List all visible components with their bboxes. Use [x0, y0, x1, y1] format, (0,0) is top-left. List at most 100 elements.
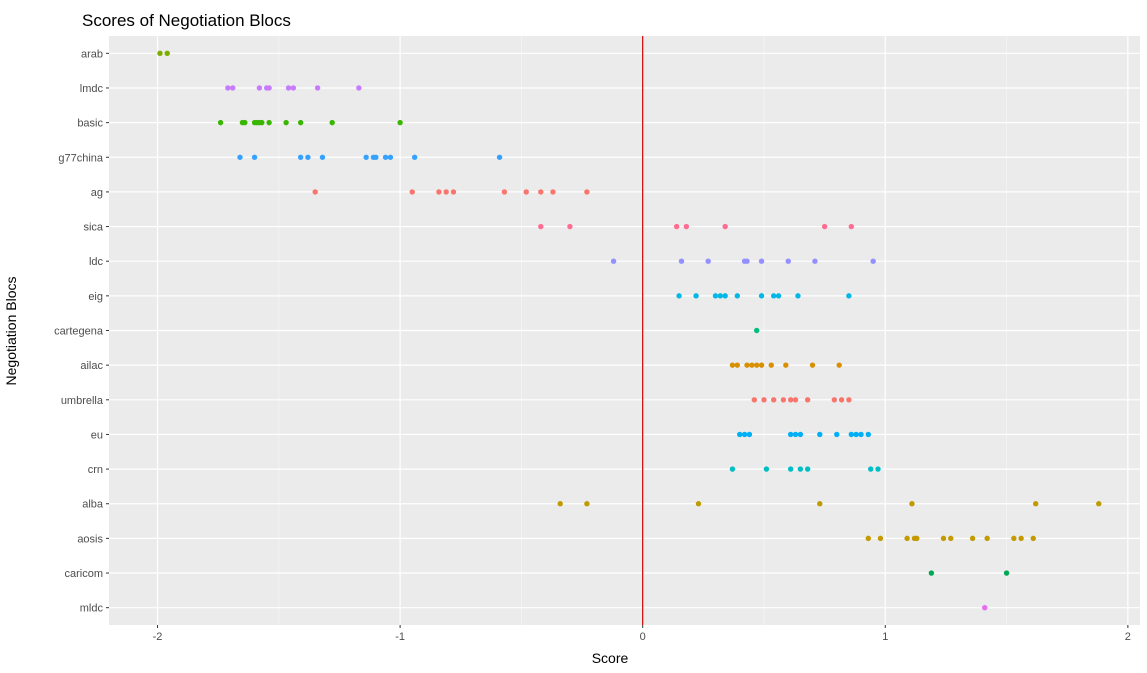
point-eu: [737, 431, 743, 438]
x-tick-label: 0: [640, 631, 646, 643]
point-lmdc: [356, 85, 362, 91]
point-ailac: [768, 362, 774, 368]
point-eig: [717, 293, 724, 299]
point-basic: [397, 119, 403, 126]
y-tick-label-sica: sica: [83, 222, 103, 234]
point-aosis: [969, 535, 976, 542]
point-ag: [450, 189, 457, 195]
y-tick-label-ag: ag: [91, 187, 103, 199]
point-eig: [775, 293, 782, 299]
y-tick-label-crn: crn: [88, 464, 103, 476]
point-g77china: [496, 154, 503, 160]
point-crn: [868, 466, 874, 472]
point-umbrella: [831, 397, 838, 403]
point-sica: [683, 223, 690, 230]
point-eig: [734, 293, 741, 299]
y-axis-title: Negotiation Blocs: [3, 277, 19, 386]
point-aosis: [914, 535, 920, 542]
point-lmdc: [225, 85, 231, 91]
y-tick-label-alba: alba: [82, 499, 104, 511]
point-aosis: [1011, 535, 1017, 542]
point-lmdc: [230, 85, 236, 91]
point-umbrella: [804, 397, 811, 403]
point-eig: [712, 293, 719, 299]
point-sica: [848, 223, 855, 230]
point-alba: [584, 501, 590, 507]
point-ag: [312, 189, 318, 195]
point-aosis: [948, 535, 954, 542]
point-crn: [804, 466, 811, 472]
point-basic: [283, 119, 289, 126]
point-eu: [858, 431, 864, 438]
point-lmdc: [290, 85, 297, 91]
point-ailac: [809, 362, 816, 368]
point-umbrella: [751, 397, 757, 403]
point-g77china: [363, 154, 369, 160]
point-sica: [538, 223, 544, 230]
point-ailac: [744, 362, 750, 368]
point-eig: [758, 293, 765, 299]
y-tick-label-eig: eig: [88, 291, 103, 303]
y-tick-label-eu: eu: [91, 429, 103, 441]
point-g77china: [251, 154, 258, 160]
point-lmdc: [266, 85, 272, 91]
point-g77china: [387, 154, 394, 160]
point-umbrella: [770, 397, 777, 403]
point-ldc: [785, 258, 791, 264]
point-umbrella: [787, 397, 794, 403]
point-crn: [729, 466, 736, 472]
point-ldc: [705, 258, 711, 264]
point-g77china: [297, 154, 304, 160]
point-basic: [266, 119, 272, 126]
point-aosis: [877, 535, 884, 542]
major-gridlines: [109, 36, 1140, 625]
point-eu: [787, 431, 794, 438]
point-g77china: [373, 154, 379, 160]
point-g77china: [382, 154, 389, 160]
point-ag: [501, 189, 508, 195]
point-ailac: [754, 362, 760, 368]
point-ailac: [749, 362, 755, 368]
point-ag: [409, 189, 415, 195]
point-ag: [523, 189, 529, 195]
point-ailac: [836, 362, 842, 368]
x-axis-title: Score: [592, 650, 629, 666]
point-alba: [817, 501, 823, 507]
point-arab: [157, 50, 163, 57]
point-alba: [1096, 501, 1102, 507]
point-eu: [741, 431, 748, 438]
point-aosis: [1030, 535, 1036, 542]
point-eu: [792, 431, 799, 438]
point-eu: [834, 431, 840, 438]
y-tick-label-cartegena: cartegena: [54, 326, 104, 338]
point-alba: [909, 501, 915, 507]
point-umbrella: [846, 397, 852, 403]
x-tick-label: 2: [1125, 631, 1131, 643]
point-eig: [846, 293, 852, 299]
point-eig: [770, 293, 777, 299]
point-ailac: [734, 362, 741, 368]
point-eig: [676, 293, 682, 299]
y-tick-label-caricom: caricom: [64, 568, 103, 580]
point-alba: [557, 501, 563, 507]
point-lmdc: [285, 85, 292, 91]
point-crn: [763, 466, 770, 472]
point-g77china: [305, 154, 311, 160]
point-umbrella: [792, 397, 799, 403]
point-caricom: [1003, 570, 1010, 576]
point-ag: [550, 189, 556, 195]
point-eu: [797, 431, 804, 438]
point-g77china: [319, 154, 326, 160]
point-lmdc: [256, 85, 263, 91]
y-tick-label-aosis: aosis: [77, 533, 103, 545]
point-ldc: [812, 258, 818, 264]
point-eu: [848, 431, 855, 438]
point-alba: [1032, 501, 1039, 507]
point-eu: [853, 431, 859, 438]
point-crn: [797, 466, 804, 472]
point-lmdc: [314, 85, 321, 91]
point-basic: [217, 119, 224, 126]
x-tick-label: -1: [395, 631, 405, 643]
point-ldc: [678, 258, 685, 264]
